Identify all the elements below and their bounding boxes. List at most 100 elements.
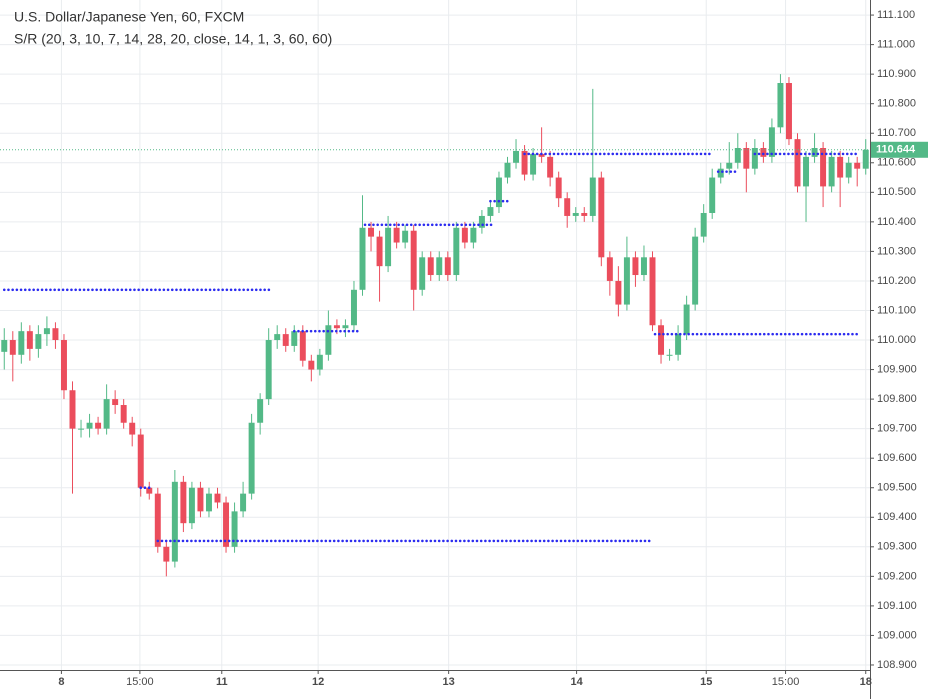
candle-body	[427, 257, 434, 276]
candle-body	[683, 304, 690, 335]
candle-body	[734, 148, 741, 163]
candle-body	[291, 331, 298, 346]
y-tick-label: 110.000	[877, 334, 916, 346]
candle-body	[649, 257, 656, 326]
x-tick-label: 15	[700, 676, 712, 688]
x-tick-label: 18	[860, 676, 872, 688]
candle-body	[820, 148, 827, 187]
candle-body	[368, 227, 375, 237]
candle-body	[862, 149, 869, 169]
candle-body	[325, 325, 332, 355]
candle-body	[112, 399, 119, 406]
candle-body	[308, 360, 315, 370]
candle-body	[35, 334, 42, 349]
candle-body	[410, 230, 417, 290]
candle-body	[547, 156, 554, 178]
y-tick-label: 109.500	[877, 482, 917, 494]
candle-body	[606, 257, 613, 281]
candle-body	[717, 168, 724, 178]
candle-body	[376, 236, 383, 267]
candle-body	[803, 156, 810, 187]
candle-body	[163, 546, 170, 562]
candle-body	[205, 493, 212, 512]
candle-body	[385, 227, 392, 267]
candle-body	[436, 257, 443, 276]
candle-body	[598, 177, 605, 258]
y-tick-label: 110.900	[877, 68, 916, 80]
candle-body	[78, 428, 85, 430]
plot	[0, 74, 870, 577]
grid	[0, 0, 870, 670]
candle-body	[530, 153, 537, 175]
candle-body	[52, 328, 59, 341]
candle-body	[632, 257, 639, 276]
candle-body	[316, 354, 323, 370]
y-tick-label: 109.700	[877, 423, 917, 435]
candle-body	[640, 257, 647, 276]
candle-body	[282, 334, 289, 346]
candle-body	[768, 127, 775, 157]
candle-body	[393, 227, 400, 243]
candle-body	[623, 257, 630, 305]
candle-body	[103, 399, 110, 429]
candle-body	[43, 328, 50, 335]
candle-body	[188, 487, 195, 524]
y-tick-label: 111.100	[877, 9, 915, 21]
candle-body	[837, 156, 844, 178]
candle-body	[240, 493, 247, 512]
candle-body	[248, 422, 255, 494]
candle-body	[487, 207, 494, 216]
candle-body	[419, 257, 426, 290]
y-tick-label: 109.000	[877, 629, 917, 641]
x-tick-label: 11	[216, 676, 228, 688]
last-price-box	[871, 141, 928, 158]
candle-body	[1, 340, 8, 352]
x-tick-label: 8	[58, 676, 64, 688]
y-tick-label: 110.700	[877, 127, 916, 139]
candle-body	[760, 148, 767, 157]
y-tick-label: 109.900	[877, 363, 917, 375]
candle-body	[18, 331, 25, 355]
candle-body	[69, 390, 76, 429]
candle-body	[751, 148, 758, 169]
candle-body	[572, 212, 579, 216]
y-tick-label: 109.300	[877, 541, 917, 553]
y-tick-label: 110.300	[877, 245, 916, 257]
candle-body	[615, 280, 622, 305]
candle-body	[828, 156, 835, 187]
candle-body	[342, 325, 349, 329]
candle-body	[666, 354, 673, 356]
candle-body	[513, 150, 520, 163]
candle-body	[478, 215, 485, 228]
candle-body	[231, 511, 238, 547]
candle-body	[521, 150, 528, 175]
candle-body	[504, 162, 511, 178]
y-tick-label: 109.200	[877, 570, 917, 582]
candle-body	[86, 422, 93, 429]
candle-body	[845, 162, 852, 178]
y-tick-label: 110.200	[877, 275, 916, 287]
candle-body	[137, 434, 144, 488]
candle-body	[709, 177, 716, 213]
y-tick-label: 110.400	[877, 216, 916, 228]
candle-body	[658, 325, 665, 355]
candle-body	[257, 399, 264, 423]
candle-body	[564, 198, 571, 216]
candle-body	[675, 334, 682, 355]
candle-body	[581, 212, 588, 216]
chart-title: U.S. Dollar/Japanese Yen, 60, FXCM	[14, 9, 244, 25]
last-price-label: 110.644	[876, 144, 916, 156]
candle-body	[854, 162, 861, 169]
y-tick-label: 110.500	[877, 186, 916, 198]
x-tick-label: 15:00	[772, 676, 800, 688]
candle-body	[538, 153, 545, 157]
y-tick-label: 110.600	[877, 157, 916, 169]
x-tick-label: 15:00	[126, 676, 154, 688]
candle-body	[120, 405, 127, 423]
x-tick-label: 13	[443, 676, 455, 688]
candle-body	[495, 177, 502, 208]
candle-body	[350, 289, 357, 326]
x-tick-label: 14	[570, 676, 583, 688]
